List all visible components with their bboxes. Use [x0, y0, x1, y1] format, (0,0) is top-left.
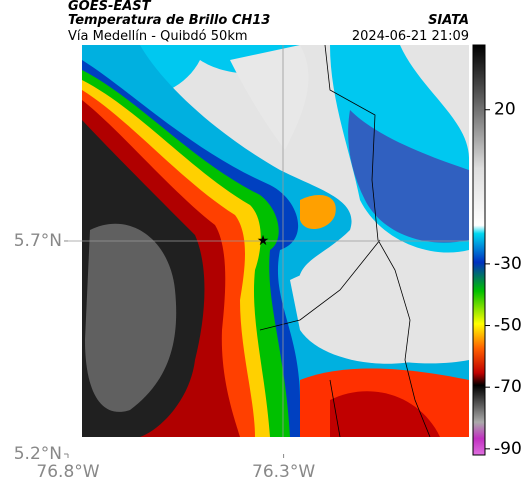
lon-tick-label: 76.3°W	[252, 462, 315, 482]
colorbar-tick-label: -70	[494, 377, 522, 397]
colorbar-tick-label: -90	[494, 439, 522, 459]
colorbar-tick-label: 20	[494, 100, 516, 120]
colorbar	[472, 44, 486, 456]
source: SIATA	[428, 13, 469, 28]
product: Temperatura de Brillo CH13	[68, 13, 270, 28]
satellite-image	[82, 45, 469, 437]
location-star: ★	[257, 233, 270, 249]
axes: 5.7°N 5.2°N76.8°W 76.3°W 20 -30 -50 -70 -90	[14, 100, 522, 482]
satellite: GOES-EAST	[68, 0, 152, 14]
lat-tick-label: 5.7°N	[14, 231, 62, 251]
colorbar-tick-label: -30	[494, 254, 522, 274]
lon-tick-label: 76.8°W	[36, 462, 99, 482]
datetime: 2024-06-21 21:09	[352, 29, 469, 44]
colorbar-tick-label: -50	[494, 316, 522, 336]
route: Vía Medellín - Quibdó 50km	[68, 29, 248, 44]
lat-tick-label: 5.2°N	[14, 444, 62, 464]
